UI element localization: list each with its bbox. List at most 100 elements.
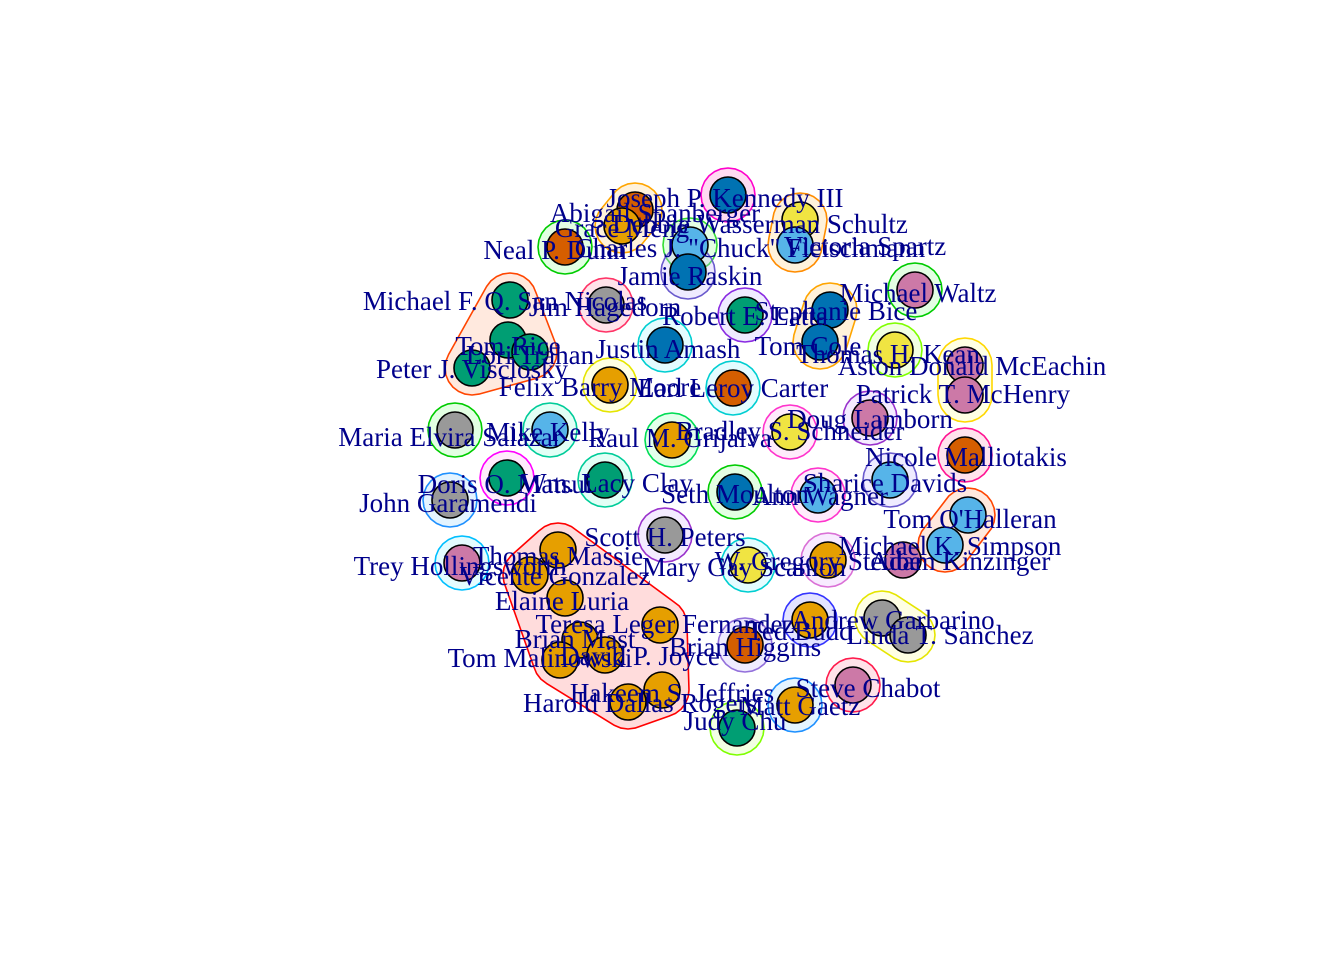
node-label-peters: Scott H. Peters bbox=[584, 522, 745, 552]
node-grijalva bbox=[653, 421, 691, 459]
node-label-fernandez: Teresa Leger Fernandez bbox=[536, 609, 795, 639]
node-label-cole: Tom Cole bbox=[755, 331, 862, 361]
node-chu bbox=[718, 709, 756, 747]
node-label-kinzinger: Adam Kinzinger bbox=[870, 546, 1051, 576]
node-label-spartz: Victoria Spartz bbox=[784, 231, 947, 261]
node-label-sanchez: Linda T. Sanchez bbox=[846, 620, 1033, 650]
node-peters bbox=[646, 516, 684, 554]
node-kelly bbox=[531, 411, 569, 449]
group-hull-34 bbox=[502, 522, 690, 730]
node-higgins bbox=[726, 626, 764, 664]
node-hollingsworth bbox=[443, 544, 481, 582]
node-davids bbox=[871, 461, 909, 499]
node-label-salazar: Maria Elvira Salazar bbox=[338, 422, 561, 452]
node-label-rogers: Harold Dallas Rogers bbox=[523, 688, 757, 718]
node-label-hollingsworth: Trey Hollingsworth bbox=[354, 551, 567, 581]
node-waltz bbox=[896, 271, 934, 309]
node-label-lamborn: Doug Lamborn bbox=[787, 404, 953, 434]
node-label-visclosky: Peter J. Visclosky bbox=[376, 354, 569, 384]
node-mchenry bbox=[946, 376, 984, 414]
node-label-kennedy: Joseph P. Kennedy III bbox=[607, 183, 844, 213]
node-label-scanlon: Mary Gay Scanlon bbox=[642, 552, 846, 582]
node-label-dunn: Neal P. Dunn bbox=[483, 235, 627, 265]
node-scanlon bbox=[729, 546, 767, 584]
node-label-trahan: Lori Trahan bbox=[466, 340, 595, 370]
node-label-sannicolas: Michael F. Q. San Nicolas bbox=[363, 286, 647, 316]
node-clay bbox=[586, 461, 624, 499]
node-simpson bbox=[926, 526, 964, 564]
node-label-stephanie: Stephanie Bice bbox=[755, 296, 918, 326]
node-label-wasserman: Debbie Wasserman Schultz bbox=[612, 209, 908, 239]
node-budd bbox=[791, 601, 829, 639]
node-gaetz bbox=[776, 686, 814, 724]
node-label-mast: Brian Mast bbox=[515, 624, 636, 654]
node-trahan bbox=[511, 333, 549, 371]
node-massie bbox=[539, 531, 577, 569]
node-label-chabot: Steve Chabot bbox=[796, 673, 941, 703]
node-label-kelly: Mike Kelly bbox=[486, 417, 610, 447]
node-label-joyce: David P. Joyce bbox=[560, 641, 720, 671]
node-malinowski bbox=[541, 641, 579, 679]
node-label-latta: Robert E. Latta bbox=[662, 301, 828, 331]
node-label-malinowski: Tom Malinowski bbox=[448, 643, 633, 673]
node-label-jeffries: Hakeem S. Jeffries bbox=[570, 678, 774, 708]
node-malliotakis bbox=[946, 436, 984, 474]
node-carter bbox=[714, 369, 752, 407]
node-label-budd: Ted Budd bbox=[747, 616, 853, 646]
node-label-simpson: Michael K. Simpson bbox=[839, 531, 1062, 561]
node-label-grijalva: Raul M. Grijalva bbox=[588, 423, 772, 453]
node-fernandez bbox=[641, 606, 679, 644]
node-label-luria: Elaine Luria bbox=[495, 586, 629, 616]
node-label-spanberger: Abigail Spanberger bbox=[550, 198, 760, 228]
node-latta bbox=[726, 296, 764, 334]
node-spartz bbox=[776, 226, 814, 264]
node-chabot bbox=[834, 666, 872, 704]
node-jeffries bbox=[643, 671, 681, 709]
node-amash bbox=[646, 326, 684, 364]
node-label-massie: Thomas Massie bbox=[473, 541, 643, 571]
node-rogers bbox=[609, 683, 647, 721]
node-visclosky bbox=[453, 349, 491, 387]
node-kennedy bbox=[709, 176, 747, 214]
node-label-fleischmann: Charles J. "Chuck" Fleischmann bbox=[575, 233, 926, 263]
node-label-waltz: Michael Waltz bbox=[839, 278, 996, 308]
node-joyce bbox=[586, 636, 624, 674]
node-label-kean: Thomas H. Kean bbox=[796, 339, 980, 369]
node-schneider bbox=[771, 413, 809, 451]
node-garamendi bbox=[431, 481, 469, 519]
node-label-garamendi: John Garamendi bbox=[359, 488, 537, 518]
node-barry bbox=[591, 366, 629, 404]
node-label-clay: Wm. Lacy Clay bbox=[521, 468, 693, 498]
node-sannicolas bbox=[491, 281, 529, 319]
node-label-mchenry: Patrick T. McHenry bbox=[856, 379, 1071, 409]
node-label-moulton: Seth Moulton bbox=[661, 479, 809, 509]
node-luria bbox=[546, 579, 584, 617]
node-hagedorn bbox=[587, 286, 625, 324]
node-salazar bbox=[436, 411, 474, 449]
node-moulton bbox=[716, 473, 754, 511]
node-label-malliotakis: Nicole Malliotakis bbox=[865, 442, 1067, 472]
node-label-higgins: Brian Higgins bbox=[669, 632, 821, 662]
node-label-carter: Earl Leroy Carter bbox=[638, 373, 828, 403]
node-label-rice: Tom Rice bbox=[455, 331, 560, 361]
node-label-garbarino: Andrew Garbarino bbox=[791, 605, 994, 635]
node-label-grothman: W. Gregory Steube bbox=[715, 546, 922, 576]
node-label-mceachin: Aston Donald McEachin bbox=[838, 351, 1107, 381]
node-label-davids: Sharice Davids bbox=[803, 468, 967, 498]
node-label-chu: Judy Chu bbox=[684, 706, 787, 736]
node-sanchez bbox=[889, 616, 927, 654]
node-watkins bbox=[488, 459, 526, 497]
node-cole bbox=[801, 323, 839, 361]
node-grothman bbox=[809, 541, 847, 579]
node-label-ohalleran: Tom O'Halleran bbox=[883, 504, 1057, 534]
node-gonzalez bbox=[511, 556, 549, 594]
node-label-gaetz: Matt Gaetz bbox=[740, 691, 861, 721]
node-meng bbox=[603, 207, 641, 245]
node-layer bbox=[431, 176, 987, 747]
node-label-watkins: Doris O. Matsui bbox=[418, 469, 593, 499]
node-label-raskin: Jamie Raskin bbox=[618, 261, 763, 291]
node-lamborn bbox=[851, 399, 889, 437]
node-label-barry: Felix Barry Moore bbox=[499, 372, 701, 402]
